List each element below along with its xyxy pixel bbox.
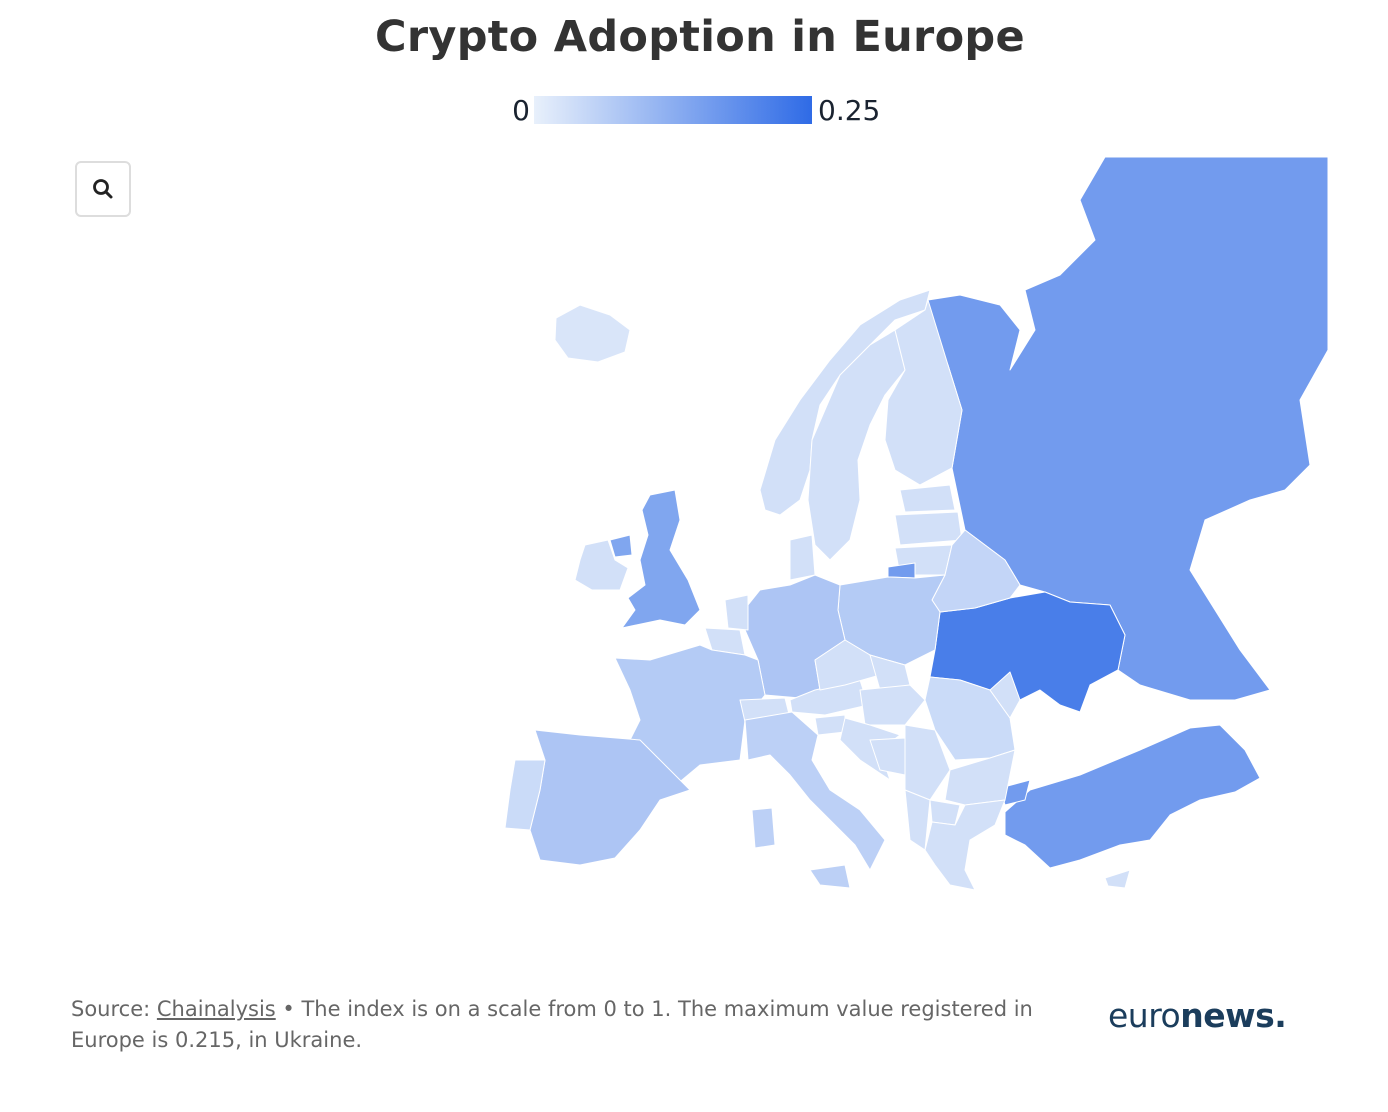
country-turkey[interactable]	[1004, 724, 1261, 869]
source-prefix: Source:	[71, 997, 157, 1021]
country-slovenia[interactable]	[814, 714, 846, 736]
country-estonia[interactable]	[899, 484, 956, 513]
country-sicily[interactable]	[809, 864, 851, 889]
country-iceland[interactable]	[554, 304, 631, 363]
legend-gradient-bar	[534, 96, 812, 124]
country-netherlands[interactable]	[724, 594, 749, 631]
source-note: Source: Chainalysis • The index is on a …	[71, 994, 1051, 1056]
country-romania[interactable]	[924, 676, 1016, 761]
country-denmark[interactable]	[789, 534, 816, 581]
country-united-kingdom[interactable]	[621, 489, 701, 629]
source-note-text: • The index is on a scale from 0 to 1. T…	[71, 997, 1033, 1052]
country-montenegro-albania[interactable]	[904, 789, 931, 851]
country-italy[interactable]	[744, 711, 886, 871]
country-norway[interactable]	[759, 289, 931, 516]
country-sweden[interactable]	[807, 329, 906, 561]
source-link[interactable]: Chainalysis	[156, 997, 276, 1021]
country-ireland[interactable]	[574, 539, 629, 591]
country-cyprus[interactable]	[1104, 869, 1131, 889]
color-legend: 0 0.25	[500, 92, 880, 128]
country-hungary[interactable]	[859, 684, 926, 726]
country-portugal[interactable]	[504, 759, 546, 831]
chart-title: Crypto Adoption in Europe	[375, 12, 1025, 62]
country-moldova[interactable]	[989, 671, 1021, 719]
search-button[interactable]	[75, 161, 131, 217]
country-sardinia[interactable]	[751, 807, 776, 849]
legend-min-label: 0	[512, 93, 530, 127]
country-north-macedonia[interactable]	[929, 799, 961, 826]
country-kaliningrad[interactable]	[887, 562, 916, 579]
country-latvia[interactable]	[894, 511, 963, 546]
country-finland[interactable]	[884, 299, 963, 486]
legend-max-label: 0.25	[818, 93, 881, 127]
search-icon	[93, 179, 113, 199]
logo-part-2: news	[1180, 996, 1275, 1035]
europe-map	[504, 156, 1329, 891]
country-northern-ireland[interactable]	[609, 534, 633, 558]
euronews-logo[interactable]: euronews.	[1108, 996, 1287, 1035]
country-greece[interactable]	[924, 799, 1006, 891]
logo-part-1: euro	[1108, 996, 1181, 1035]
logo-dot: .	[1274, 996, 1287, 1035]
